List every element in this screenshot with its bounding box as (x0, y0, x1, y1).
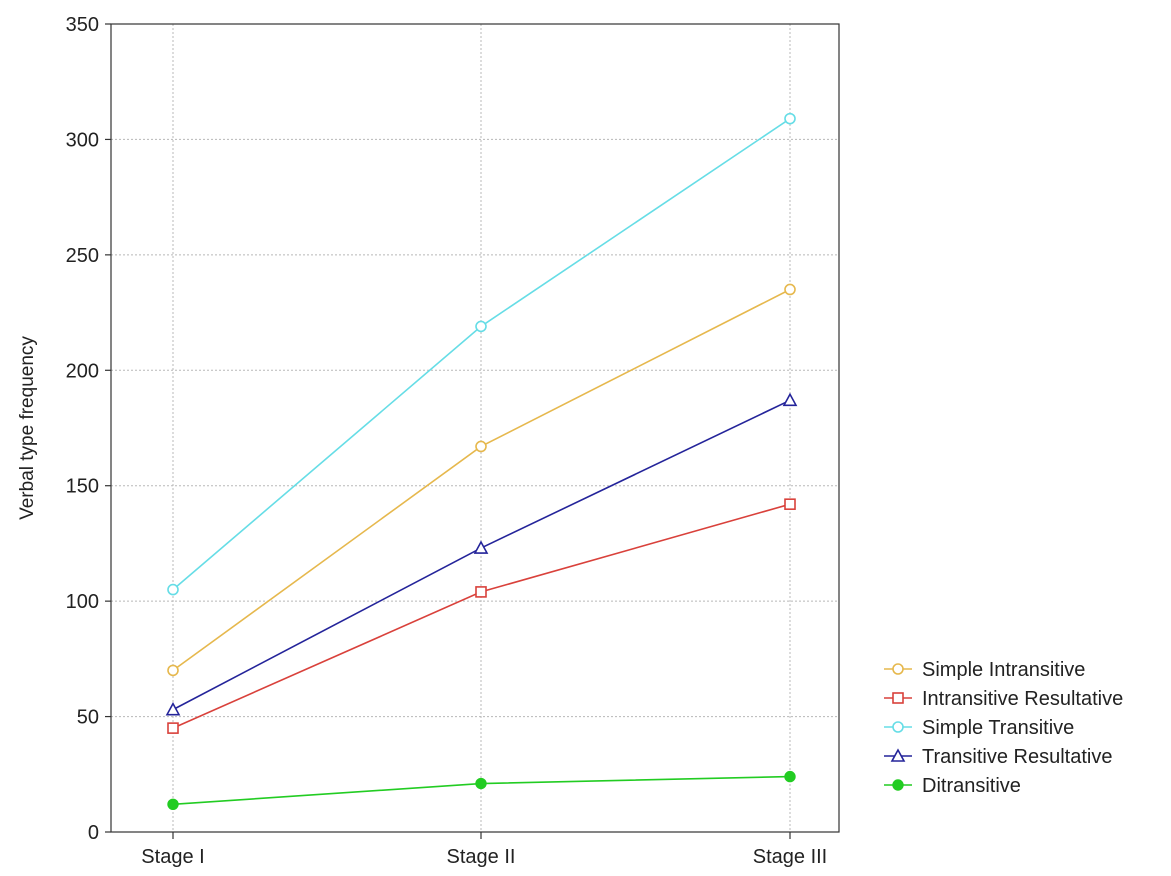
series-2 (167, 498, 796, 734)
x-tick-label: Stage I (141, 846, 204, 868)
y-tick-label: 200 (66, 360, 99, 382)
data-point (475, 777, 487, 790)
series (165, 112, 798, 810)
y-tick-label: 150 (66, 476, 99, 498)
plot-frame (110, 23, 840, 833)
legend-item: Intransitive Resultative (884, 688, 1123, 710)
data-point (475, 586, 487, 598)
legend-marker (892, 692, 904, 704)
legend-marker (892, 663, 904, 675)
legend-item: Simple Transitive (884, 717, 1074, 739)
x-tick-label: Stage III (753, 846, 828, 868)
data-point (784, 112, 796, 125)
data-point (475, 320, 487, 333)
data-point (475, 440, 487, 453)
data-point (473, 540, 489, 554)
legend-item: Simple Intransitive (884, 659, 1085, 681)
data-point (167, 583, 179, 596)
y-tick-label: 50 (77, 707, 99, 729)
series-4 (165, 392, 798, 716)
legend-label: Simple Intransitive (922, 659, 1085, 681)
data-point (167, 722, 179, 734)
x-tick-label: Stage II (447, 846, 516, 868)
legend-label: Transitive Resultative (922, 746, 1112, 768)
legend-label: Ditransitive (922, 775, 1021, 797)
data-point (784, 498, 796, 510)
legend-item: Transitive Resultative (884, 746, 1112, 768)
legend-marker (892, 721, 904, 733)
series-3 (167, 112, 796, 596)
legend-item: Ditransitive (884, 775, 1021, 797)
y-axis-label: Verbal type frequency (17, 336, 38, 520)
axes: 0 50 100 150 200 250 300 350 Stage I Stage II Stag… (66, 14, 828, 868)
y-tick-label: 350 (66, 14, 99, 36)
data-point (167, 798, 179, 810)
legend: Simple Intransitive Intransitive Resultat… (884, 659, 1123, 797)
legend-marker (892, 779, 904, 791)
y-tick-label: 250 (66, 245, 99, 267)
data-point (167, 664, 179, 677)
data-point (782, 392, 798, 407)
grid (111, 24, 839, 832)
data-point (165, 701, 181, 716)
data-point (784, 283, 796, 296)
y-tick-label: 100 (66, 591, 99, 613)
legend-label: Simple Transitive (922, 717, 1074, 739)
y-tick-label: 300 (66, 129, 99, 151)
series-1 (167, 283, 796, 677)
y-tick-label: 0 (88, 822, 99, 844)
series-5 (167, 770, 796, 810)
data-point (784, 770, 796, 783)
legend-label: Intransitive Resultative (922, 688, 1123, 710)
legend-marker (890, 748, 906, 762)
